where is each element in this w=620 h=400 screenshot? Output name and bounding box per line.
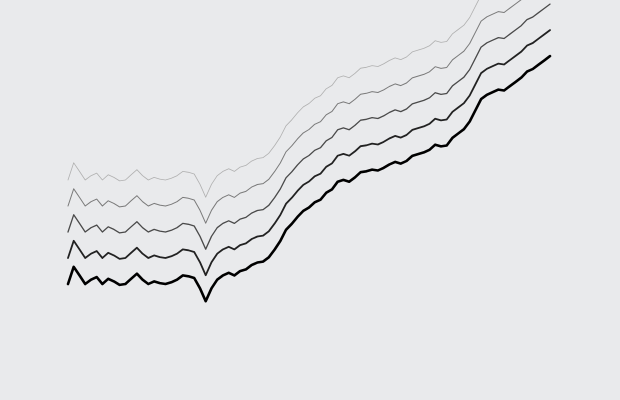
series-line-2 bbox=[67, 0, 522, 224]
series-line-3 bbox=[67, 3, 551, 250]
series-line-1 bbox=[67, 0, 480, 198]
series-line-4 bbox=[67, 29, 551, 277]
series-line-5 bbox=[66, 54, 552, 303]
series-group bbox=[66, 0, 552, 303]
